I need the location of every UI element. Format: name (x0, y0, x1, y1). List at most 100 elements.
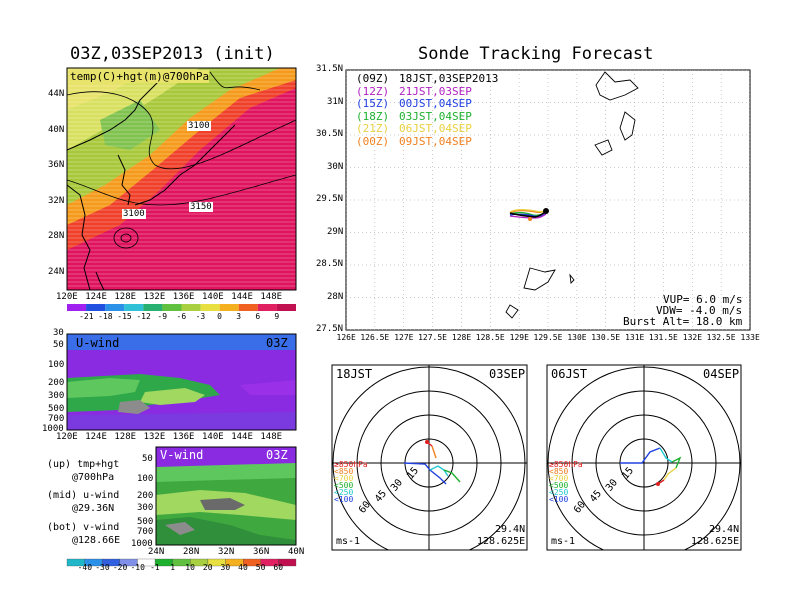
v-wind-pressure-tick: 1000 (131, 539, 153, 549)
temperature-colorbar-segment (200, 304, 220, 311)
map-lat-tick: 44N (48, 89, 65, 99)
v-wind-lat-tick: 32N (218, 547, 235, 557)
sonde-tracks (509, 208, 549, 221)
track-lon-tick: 128E (451, 333, 472, 342)
map-lat-tick: 40N (48, 124, 65, 135)
temperature-colorbar-segment (162, 304, 182, 311)
temperature-colorbar-label: -6 (176, 312, 187, 321)
temperature-colorbar-label: -21 (79, 312, 94, 321)
contour-label-1: 3100 (187, 121, 211, 131)
u-wind-pressure-tick: 30 (53, 328, 64, 338)
wind-colorbar-segment (278, 558, 297, 567)
map-lon-tick: 136E (172, 292, 195, 302)
flight-parameter: VUP= 6.0 m/s (663, 293, 743, 306)
temperature-colorbar-segment (105, 304, 125, 311)
u-wind-lon-tick: 144E (231, 432, 253, 442)
wind-colorbar-label: -1 (150, 563, 160, 572)
temperature-colorbar-segment (86, 304, 106, 311)
legend-note-line: (up) tmp+hgt (47, 459, 120, 470)
track-lon-tick: 130E (567, 333, 587, 342)
polar-level-legend-item: <850 (549, 467, 569, 476)
legend-note-sub: @29.36N (72, 503, 115, 514)
launch-utc-label: (00Z) (356, 134, 390, 148)
temperature-colorbar-segment (67, 304, 87, 311)
temperature-colorbar-label: -12 (136, 312, 151, 321)
track-lon-tick: 131E (625, 333, 645, 342)
polar-units-label: ms-1 (336, 536, 361, 547)
temperature-colorbar-label: 3 (236, 312, 242, 321)
temperature-colorbar-label: 6 (255, 312, 261, 321)
map-lon-tick: 132E (143, 292, 166, 302)
polar-level-legend-item: <850 (334, 467, 354, 476)
v-wind-frame (155, 446, 297, 546)
track-lon-tick: 130.5E (591, 333, 621, 342)
track-lat-tick: 31N (327, 96, 344, 107)
track-lat-tick: 29.5N (316, 194, 344, 204)
contour-label-3: 3100 (122, 209, 146, 219)
wind-colorbar-label: -10 (130, 563, 145, 572)
right-panel-title: Sonde Tracking Forecast (418, 44, 654, 64)
track-lon-tick: 129.5E (533, 333, 563, 342)
polar-date-label: 04SEP (703, 367, 740, 381)
u-wind-lon-tick: 128E (114, 432, 137, 442)
map-lon-tick: 120E (56, 292, 78, 302)
polar-lat-label: 29.4N (709, 524, 740, 535)
map-lon-tick: 144E (231, 292, 253, 302)
launch-jst-label: 03JST,04SEP (399, 109, 472, 123)
u-wind-pressure-tick: 700 (48, 414, 65, 424)
track-lon-tick: 128.5E (475, 333, 505, 342)
track-lat-tick: 30N (327, 161, 344, 172)
wind-colorbar-label: 40 (238, 563, 248, 572)
launch-jst-label: 00JST,04SEP (399, 97, 472, 110)
v-wind-lat-tick: 24N (148, 547, 165, 557)
temperature-colorbar-segment (143, 304, 163, 311)
temperature-colorbar-label: -9 (157, 312, 168, 321)
u-wind-section (67, 334, 296, 430)
temperature-colorbar-segment (219, 304, 239, 311)
polar-level-legend-item: ≥850hPa (549, 460, 583, 469)
u-wind-lon-tick: 120E (56, 432, 78, 442)
map-lat-tick: 32N (48, 195, 65, 206)
v-wind-pressure-tick: 100 (137, 474, 154, 484)
map-lat-tick: 36N (48, 160, 65, 170)
polar-level-legend-item: <500 (549, 481, 569, 490)
legend-note-line: (bot) v-wind (47, 522, 120, 533)
polar-lat-label: 29.4N (495, 524, 526, 535)
launch-jst-label: 18JST,03SEP2013 (399, 72, 499, 85)
wind-colorbar-label: -20 (112, 563, 128, 572)
polar-level-legend-item: <100 (549, 495, 569, 504)
wind-colorbar-label: 50 (255, 563, 266, 572)
wind-colorbar-label: 60 (273, 563, 284, 572)
legend-note-sub: @128.66E (72, 535, 121, 546)
u-wind-pressure-tick: 500 (48, 404, 65, 414)
temperature-colorbar-segment (276, 304, 296, 311)
polar-plot-1 (331, 364, 528, 551)
launch-jst-label: 09JST,04SEP (399, 134, 472, 148)
launch-utc-label: (18Z) (356, 109, 390, 123)
v-wind-time: 03Z (266, 448, 288, 462)
temperature-colorbar-segment (181, 304, 201, 311)
v-wind-pressure-tick: 50 (142, 454, 153, 464)
map-lon-tick: 140E (202, 292, 224, 302)
v-wind-section (156, 447, 296, 545)
polar-plot-2 (546, 364, 742, 551)
u-wind-lon-tick: 136E (172, 432, 195, 442)
v-wind-pressure-tick: 500 (137, 517, 154, 527)
track-lon-tick: 129E (509, 333, 529, 342)
polar-level-legend-item: <700 (334, 474, 354, 483)
v-wind-lat-tick: 36N (253, 547, 270, 557)
temperature-colorbar-label: -15 (117, 312, 132, 321)
u-wind-lon-tick: 132E (143, 432, 166, 442)
polar-level-legend-item: <700 (549, 474, 569, 483)
track-lat-tick: 28.5N (316, 259, 344, 269)
polar-level-legend-item: <250 (549, 488, 569, 497)
contour-label-2: 3150 (189, 202, 213, 212)
v-wind-pressure-tick: 300 (137, 503, 154, 513)
wind-colorbar-label: -30 (95, 563, 110, 572)
islands (505, 71, 639, 319)
track-lat-tick: 30.5N (316, 129, 344, 139)
track-lat-tick: 29N (327, 226, 344, 237)
wind-colorbar (66, 558, 297, 567)
track-lat-tick: 31.5N (316, 64, 344, 74)
